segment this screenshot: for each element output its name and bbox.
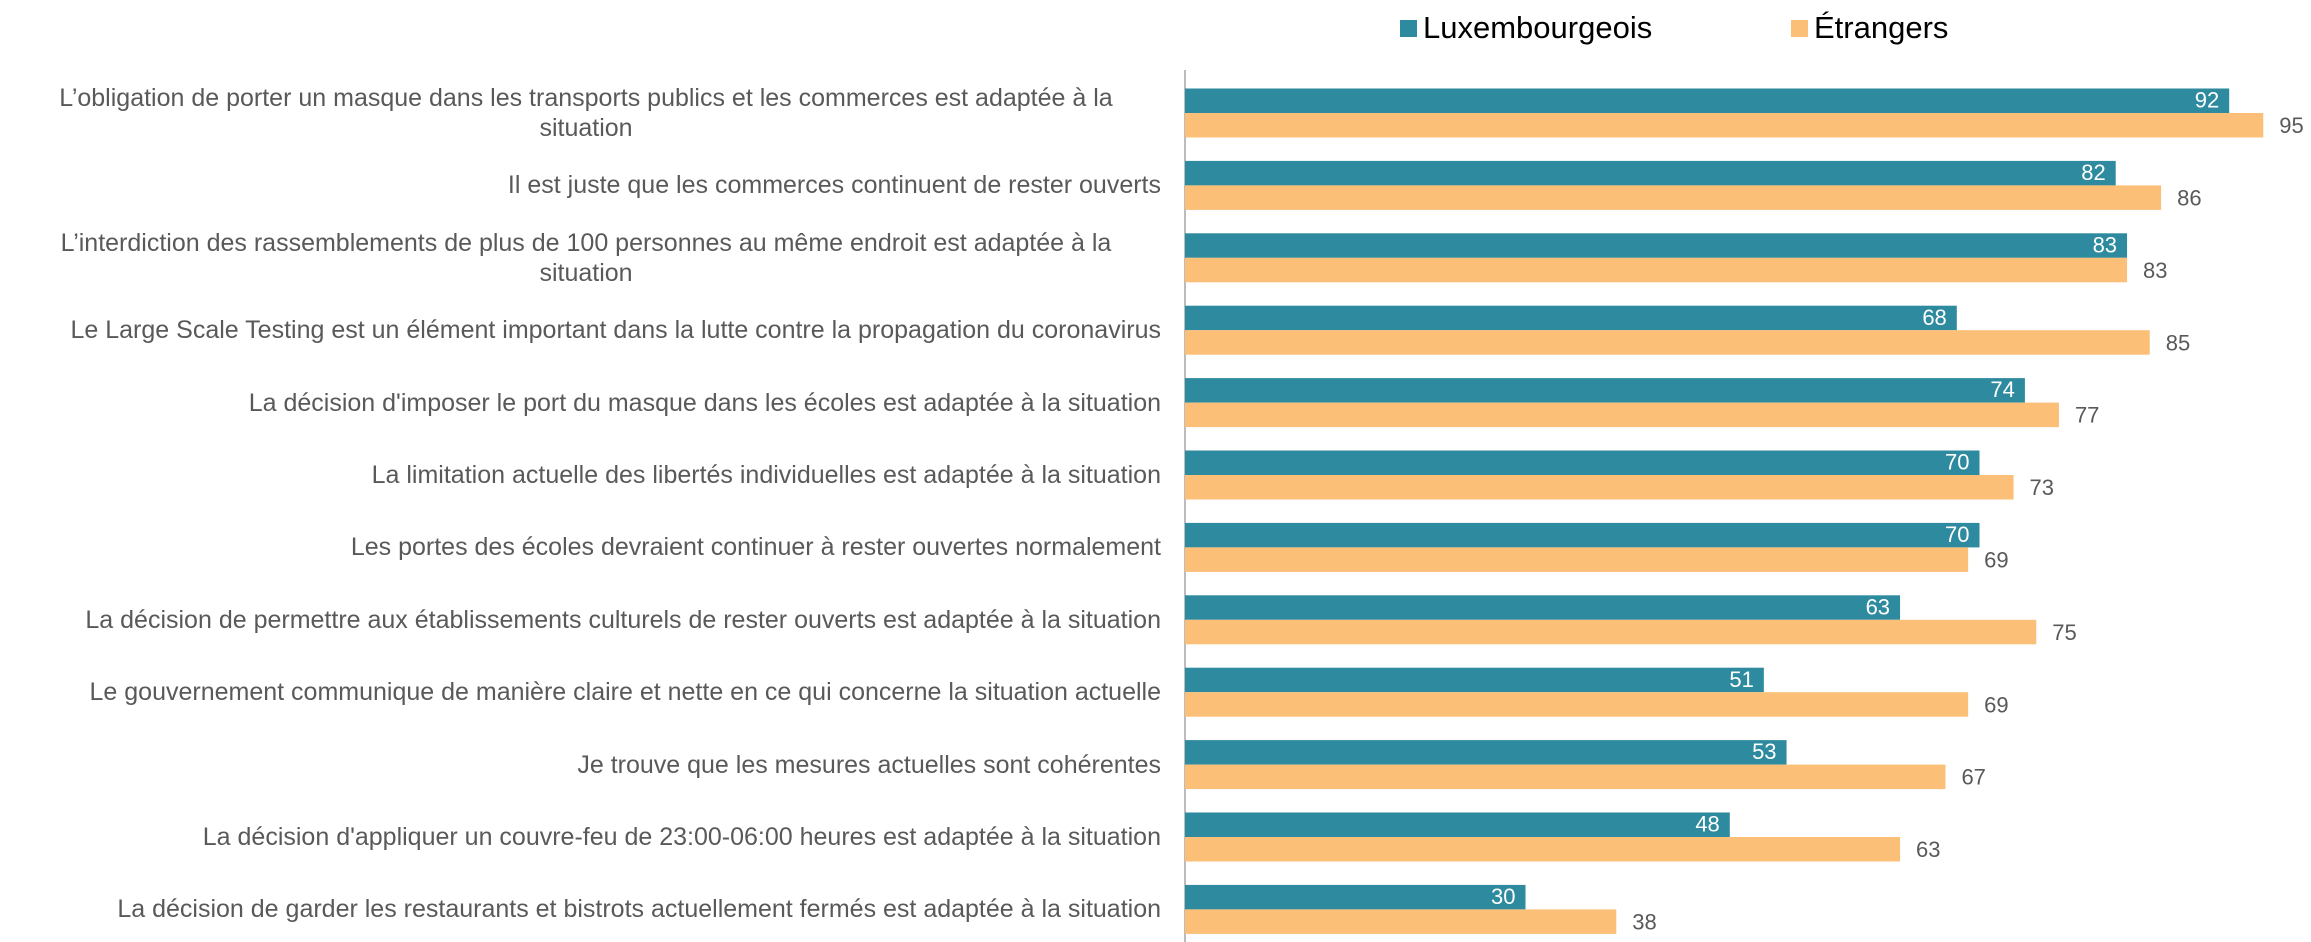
value-label: 92 [2195,88,2219,113]
category-label: L’interdiction des rassemblements de plu… [0,222,1161,294]
value-label: 68 [1922,305,1946,330]
category-label: Je trouve que les mesures actuelles sont… [0,729,1161,801]
value-label: 75 [2052,620,2076,645]
bar [1185,160,2116,186]
category-label: Il est juste que les commerces continuen… [0,149,1161,221]
value-label: 51 [1729,667,1753,692]
bar [1185,692,1969,717]
value-label: 85 [2166,330,2190,355]
bar [1185,330,2150,355]
category-label: La limitation actuelle des libertés indi… [0,439,1161,511]
bar [1185,837,1901,862]
legend-label: Luxembourgeois [1423,10,1653,45]
bar [1185,402,2059,428]
bar [1185,595,1901,620]
category-text: La décision de permettre aux établisseme… [85,605,1161,634]
value-label: 30 [1491,884,1515,909]
bar [1185,233,2128,258]
value-label: 83 [2093,232,2117,257]
legend-swatch [1791,19,1808,37]
bar [1185,547,1969,572]
category-label: Le gouvernement communique de manière cl… [0,656,1161,728]
bar [1185,305,1957,331]
category-text: Le gouvernement communique de manière cl… [89,678,1161,707]
bar [1185,522,1980,548]
bar [1185,764,1946,790]
category-text: Il est juste que les commerces continuen… [507,171,1161,200]
bar [1185,740,1787,765]
value-label: 67 [1961,765,1985,790]
value-label: 63 [1916,837,1940,862]
value-label: 95 [2279,113,2303,138]
category-label: La décision d'imposer le port du masque … [0,367,1161,439]
category-label: Le Large Scale Testing est un élément im… [0,294,1162,366]
category-label: La décision de permettre aux établisseme… [0,584,1161,656]
value-label: 73 [2030,475,2054,500]
category-text: L’obligation de porter un masque dans le… [59,84,1113,142]
value-label: 70 [1945,522,1969,547]
bar [1185,257,2128,283]
value-label: 74 [1990,377,2014,402]
legend-label: Étrangers [1814,10,1949,45]
bar [1185,475,2014,500]
value-label: 63 [1866,594,1890,619]
bar [1185,185,2162,210]
category-text: Le Large Scale Testing est un élément im… [70,316,1162,345]
value-label: 53 [1752,739,1776,764]
bar [1185,812,1730,837]
value-label: 69 [1984,547,2008,572]
bar [1185,884,1526,910]
value-label: 69 [1984,692,2008,717]
value-label: 38 [1632,909,1656,934]
bar [1185,667,1764,693]
category-text: La décision de garder les restaurants et… [117,895,1161,924]
category-label: Les portes des écoles devraient continue… [0,511,1161,583]
legend-item: Luxembourgeois [1400,10,1652,46]
bar [1185,619,2037,645]
category-text: Les portes des écoles devraient continue… [350,533,1161,562]
value-label: 77 [2075,403,2099,428]
category-text: Je trouve que les mesures actuelles sont… [577,750,1161,779]
value-label: 70 [1945,450,1969,475]
category-text: La décision d'imposer le port du masque … [248,388,1161,417]
value-label: 83 [2143,258,2167,283]
value-label: 48 [1695,812,1719,837]
legend-item: Étrangers [1791,10,1948,46]
bar [1185,378,2025,403]
value-label: 86 [2177,185,2201,210]
value-label: 82 [2081,160,2105,185]
category-text: La limitation actuelle des libertés indi… [371,461,1161,489]
legend-swatch [1400,19,1417,37]
category-label: La décision d'appliquer un couvre-feu de… [0,801,1161,873]
category-text: L’interdiction des rassemblements de plu… [60,228,1112,287]
category-text: La décision d'appliquer un couvre-feu de… [202,823,1161,851]
bar [1185,88,2230,113]
bar [1185,113,2264,138]
category-label: La décision de garder les restaurants et… [0,873,1161,942]
bar [1185,450,1980,475]
bar [1185,909,1617,934]
category-label: L’obligation de porter un masque dans le… [0,77,1161,149]
